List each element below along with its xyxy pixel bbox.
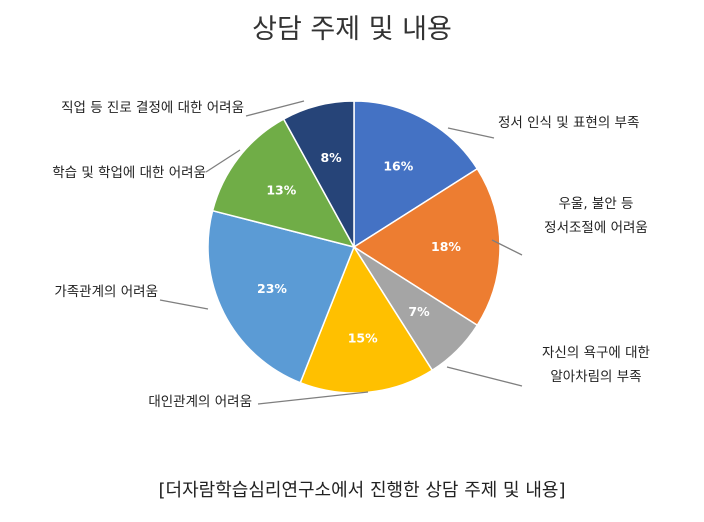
- pie-slice-6: [211, 118, 356, 249]
- leader-lines: [159, 100, 523, 405]
- pie-slice-1: [353, 100, 479, 249]
- slice-value-label: 13%: [266, 183, 296, 198]
- leader-line: [257, 391, 369, 405]
- slice-value-label: 16%: [383, 158, 413, 173]
- pie-slice-7: [282, 100, 355, 248]
- pie-slices: [207, 100, 501, 394]
- pie-slice-2: [352, 167, 501, 327]
- slice-value-label: 15%: [348, 331, 378, 346]
- slice-category-label: 가족관계의 어려움: [54, 284, 158, 300]
- slice-category-label: 우울, 불안 등 정서조절에 어려움: [544, 196, 648, 236]
- slice-category-label: 자신의 욕구에 대한 알아차림의 부족: [542, 345, 650, 385]
- slice-category-label: 정서 인식 및 표현의 부족: [498, 115, 639, 131]
- leader-line: [446, 366, 523, 387]
- leader-line: [159, 299, 209, 310]
- slice-value-label: 18%: [431, 239, 461, 254]
- pie-slice-5: [207, 209, 356, 384]
- leader-line: [447, 127, 495, 139]
- slice-category-label: 대인관계의 어려움: [148, 394, 252, 410]
- slice-value-label: 23%: [257, 281, 287, 296]
- slice-category-label: 학습 및 학업에 대한 어려움: [52, 165, 206, 181]
- leader-line: [245, 100, 305, 117]
- leader-line: [205, 149, 241, 173]
- slice-category-label: 직업 등 진로 결정에 대한 어려움: [61, 100, 244, 116]
- percent-labels: 16% 18% 7% 15% 23% 13% 8%: [257, 150, 461, 346]
- leader-line: [491, 239, 523, 256]
- slice-value-label: 7%: [408, 304, 430, 319]
- chart-caption: [더자람학습심리연구소에서 진행한 상담 주제 및 내용]: [159, 480, 566, 501]
- slice-value-label: 8%: [320, 150, 342, 165]
- chart-title: 상담 주제 및 내용: [252, 14, 452, 45]
